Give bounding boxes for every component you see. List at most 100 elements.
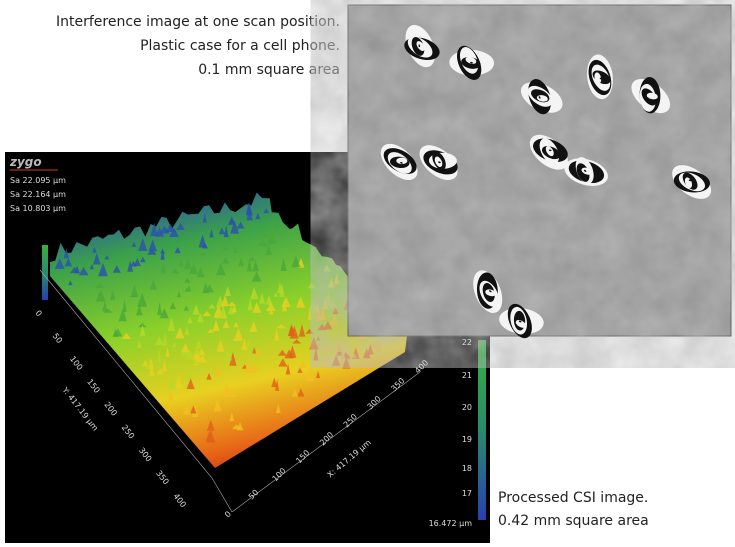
fringe bbox=[416, 41, 425, 51]
surface-spike bbox=[223, 348, 233, 361]
surface-spike bbox=[291, 255, 301, 268]
surface-spike bbox=[147, 248, 157, 255]
surface-spike bbox=[298, 361, 307, 369]
surface-spike bbox=[206, 419, 215, 431]
fringe bbox=[489, 290, 492, 293]
surface-spike bbox=[224, 286, 231, 297]
surface-spike bbox=[89, 264, 95, 270]
surface-spike bbox=[181, 342, 190, 353]
surface-spike bbox=[323, 321, 333, 330]
surface-spike bbox=[263, 208, 270, 214]
surface-spike bbox=[182, 404, 192, 415]
surface-spike bbox=[322, 299, 329, 310]
surface-spike bbox=[223, 224, 229, 238]
surface-spike bbox=[160, 247, 165, 260]
surface-spike bbox=[155, 227, 165, 237]
fringe bbox=[594, 72, 602, 84]
surface-spike bbox=[295, 296, 306, 308]
surface-spike bbox=[187, 316, 193, 324]
fringe bbox=[485, 289, 497, 297]
colorbar-label: 17 bbox=[462, 489, 472, 498]
surface-spike bbox=[156, 368, 164, 375]
surface-spike bbox=[255, 212, 261, 220]
surface-spike bbox=[249, 321, 258, 332]
surface-spike bbox=[207, 328, 215, 333]
axis-edge bbox=[39, 269, 233, 513]
surface-spike bbox=[268, 308, 274, 315]
surface-spike bbox=[112, 265, 121, 273]
surface-spike bbox=[292, 339, 302, 344]
surface-spike bbox=[138, 323, 147, 328]
surface-spike bbox=[371, 340, 377, 347]
surface-spike bbox=[275, 403, 281, 413]
surface-spike bbox=[148, 358, 154, 370]
logo: zygo bbox=[9, 155, 42, 169]
surface-spike bbox=[165, 346, 170, 357]
surface-spike bbox=[169, 301, 176, 310]
x-tick-label: 0 bbox=[223, 509, 233, 519]
surface-spike bbox=[198, 347, 206, 356]
surface-spike bbox=[192, 304, 200, 315]
surface-spike bbox=[175, 327, 185, 339]
mini-colorbar bbox=[42, 245, 48, 300]
surface-spike bbox=[340, 349, 346, 361]
surface-spike bbox=[184, 257, 192, 270]
surface-spike bbox=[98, 262, 108, 277]
surface-spike bbox=[215, 262, 226, 276]
surface-spike bbox=[149, 279, 158, 290]
fringe bbox=[688, 179, 692, 182]
surface-spike bbox=[331, 354, 341, 366]
surface-spike bbox=[233, 327, 244, 341]
surface-spike bbox=[159, 308, 169, 319]
fringe bbox=[470, 61, 473, 64]
surface-spike bbox=[193, 351, 201, 362]
surface-spike bbox=[267, 232, 277, 245]
surface-spike bbox=[212, 319, 220, 331]
surface-spike bbox=[255, 345, 261, 355]
surface-spike bbox=[245, 202, 253, 216]
surface-spike bbox=[258, 292, 266, 304]
surface-spike bbox=[136, 340, 142, 349]
surface-spike bbox=[137, 292, 148, 307]
surface-spike bbox=[227, 216, 236, 226]
surface-spike bbox=[112, 328, 119, 337]
surface-spike bbox=[342, 356, 351, 369]
surface-spike bbox=[185, 349, 195, 360]
surface-spike bbox=[202, 311, 212, 317]
surface-spike bbox=[63, 248, 70, 259]
fringe bbox=[583, 169, 587, 172]
surface-spike bbox=[102, 300, 108, 312]
surface-spike bbox=[249, 363, 260, 373]
surface-spike bbox=[284, 349, 295, 359]
surface-spike bbox=[298, 324, 306, 337]
surface-spike bbox=[243, 362, 254, 373]
surface-spike bbox=[196, 313, 204, 323]
fringe bbox=[465, 56, 477, 64]
colorbar-label: 21 bbox=[462, 371, 472, 380]
surface-spike bbox=[196, 266, 205, 278]
surface-spike bbox=[193, 359, 199, 365]
surface-spike bbox=[157, 302, 162, 316]
surface-spike bbox=[142, 359, 149, 367]
fringe bbox=[400, 161, 403, 164]
surface-spike bbox=[305, 367, 315, 382]
surface-spike bbox=[307, 307, 313, 321]
surface-spike bbox=[139, 324, 146, 337]
surface-spike bbox=[280, 257, 287, 272]
surface-spike bbox=[330, 311, 339, 326]
surface-spike bbox=[171, 268, 179, 274]
fringe bbox=[646, 92, 658, 100]
surface-spike bbox=[218, 227, 226, 235]
surface-spike bbox=[373, 339, 382, 353]
surface-spike bbox=[202, 213, 207, 223]
fringe bbox=[518, 320, 522, 323]
surface-spike bbox=[121, 332, 132, 339]
surface-spike bbox=[160, 249, 166, 254]
surface-spike bbox=[257, 238, 267, 247]
surface-spike bbox=[190, 405, 197, 414]
surface-spike bbox=[282, 298, 287, 312]
surface-spike bbox=[122, 298, 127, 313]
colorbar bbox=[478, 340, 486, 520]
colorbar-label: 20 bbox=[462, 403, 472, 412]
surface-spike bbox=[197, 355, 208, 363]
